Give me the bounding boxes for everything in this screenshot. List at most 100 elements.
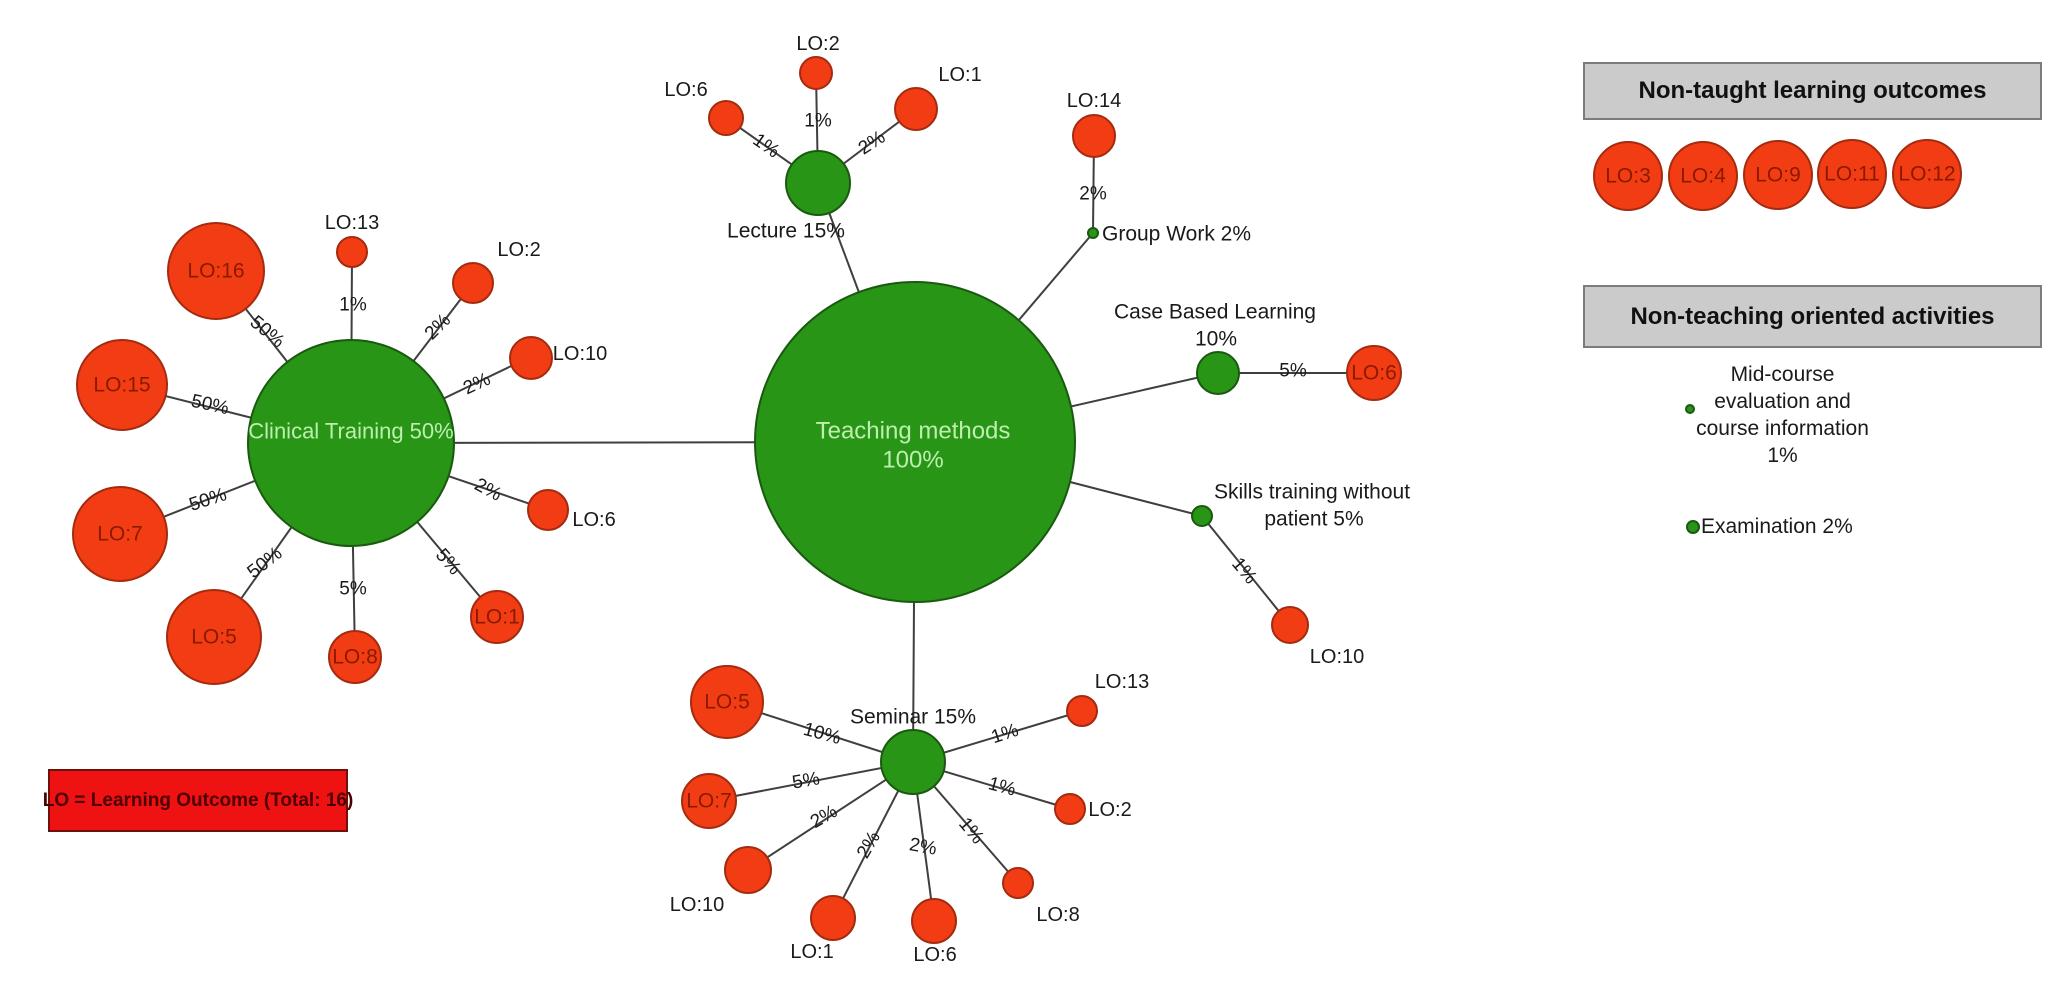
- edge-percent: 2%: [908, 834, 939, 859]
- node-inner-label-clinical-lo15: LO:15: [93, 374, 150, 397]
- edge-percent: 2%: [460, 369, 494, 400]
- node-clinical-lo15: [76, 339, 168, 431]
- node-label: LO:1: [790, 941, 833, 963]
- node-lecture-lo2: [799, 56, 833, 90]
- cbl-title: Case Based Learning: [1114, 301, 1316, 324]
- edge-line: [708, 761, 914, 802]
- node-clinical-lo1: [470, 590, 524, 644]
- seminar-title: Seminar 15%: [850, 706, 976, 729]
- node-cbl-lo6: [1346, 345, 1402, 401]
- teaching-methods-percent: 100%: [882, 447, 943, 474]
- node-label: LO:14: [1067, 90, 1121, 112]
- node-label: LO:13: [325, 212, 379, 234]
- clinical-training-title: Clinical Training 50%: [248, 419, 453, 444]
- node-seminar-lo5: [690, 665, 764, 739]
- node-inner-label-clinical-lo5: LO:5: [191, 626, 237, 649]
- edge-percent: 50%: [244, 543, 287, 583]
- node-case-based-learning: [1196, 351, 1240, 395]
- node-inner-label-seminar-lo5: LO:5: [704, 691, 750, 714]
- group-work-title: Group Work 2%: [1102, 223, 1251, 246]
- edge-percent: 50%: [189, 391, 231, 419]
- lo-definition-legend: LO = Learning Outcome (Total: 16): [43, 769, 353, 832]
- node-inner-label-clinical-lo7: LO:7: [97, 523, 143, 546]
- node-nontaught-lo3: [1593, 141, 1663, 211]
- node-label: LO:10: [670, 894, 724, 916]
- mid-course-line-3: course information: [1696, 417, 1869, 440]
- edge-percent: 2%: [853, 828, 885, 862]
- node-lecture-lo6: [708, 100, 744, 136]
- node-nontaught-lo12: [1892, 139, 1962, 209]
- node-nontaught-lo4: [1668, 141, 1738, 211]
- node-inner-label-nontaught-lo12: LO:12: [1898, 163, 1955, 186]
- edge-percent: 10%: [801, 719, 843, 749]
- node-clinical-lo10: [509, 336, 553, 380]
- edge-percent: 1%: [989, 720, 1022, 748]
- edge-percent: 50%: [187, 484, 230, 516]
- node-mid-course-dot: [1685, 404, 1695, 414]
- node-clinical-lo16: [167, 222, 265, 320]
- node-label: LO:6: [913, 944, 956, 966]
- edge-percent: 5%: [1279, 361, 1307, 382]
- edge-percent: 2%: [855, 127, 890, 160]
- edge-percent: 1%: [749, 130, 784, 163]
- node-label: LO:10: [553, 343, 607, 365]
- node-clinical-lo2: [452, 262, 494, 304]
- node-examination-dot: [1686, 520, 1700, 534]
- edge-percent: 1%: [986, 773, 1018, 800]
- node-nontaught-lo11: [1817, 139, 1887, 209]
- edge-percent: 1%: [804, 111, 832, 132]
- edge-line: [1201, 515, 1291, 626]
- node-groupwork-lo14: [1072, 114, 1116, 158]
- edge-percent: 2%: [1079, 184, 1107, 205]
- node-label: LO:2: [796, 33, 839, 55]
- mid-course-line-4: 1%: [1767, 444, 1798, 467]
- node-teaching-methods: [754, 281, 1076, 603]
- edge-percent: 1%: [339, 295, 367, 316]
- edge-percent: 5%: [791, 768, 822, 793]
- non-taught-outcomes-header: Non-taught learning outcomes: [1583, 62, 2042, 120]
- node-skills-training: [1191, 505, 1213, 527]
- node-seminar-lo7: [681, 773, 737, 829]
- node-seminar-lo2: [1054, 793, 1086, 825]
- node-inner-label-clinical-lo1: LO:1: [474, 606, 520, 629]
- node-clinical-training: [247, 339, 455, 547]
- node-skills-lo10: [1271, 606, 1309, 644]
- node-inner-label-nontaught-lo11: LO:11: [1824, 163, 1880, 186]
- node-nontaught-lo9: [1743, 140, 1813, 210]
- examination-label: Examination 2%: [1701, 515, 1853, 538]
- edge-percent: 2%: [421, 310, 455, 344]
- node-seminar: [880, 729, 946, 795]
- node-seminar-lo1: [810, 895, 856, 941]
- node-label: LO:6: [664, 79, 707, 101]
- node-clinical-lo7: [72, 486, 168, 582]
- node-label: LO:1: [938, 64, 981, 86]
- node-seminar-lo13: [1066, 695, 1098, 727]
- node-label: LO:6: [572, 509, 615, 531]
- node-inner-label-clinical-lo8: LO:8: [332, 646, 378, 669]
- node-inner-label-seminar-lo7: LO:7: [686, 790, 732, 813]
- node-inner-label-nontaught-lo4: LO:4: [1680, 165, 1726, 188]
- node-inner-label-cbl-lo6: LO:6: [1351, 362, 1397, 385]
- node-inner-label-clinical-lo16: LO:16: [187, 260, 244, 283]
- edge-percent: 5%: [339, 579, 367, 600]
- node-clinical-lo8: [328, 630, 382, 684]
- node-seminar-lo8: [1002, 867, 1034, 899]
- edge-percent: 2%: [471, 474, 505, 505]
- skills-title-line1: Skills training without: [1214, 481, 1410, 504]
- node-label: LO:13: [1095, 671, 1149, 693]
- node-group-work: [1087, 227, 1099, 239]
- node-inner-label-nontaught-lo3: LO:3: [1605, 165, 1651, 188]
- node-lecture-lo1: [894, 87, 938, 131]
- lecture-title: Lecture 15%: [727, 220, 845, 243]
- cbl-percent: 10%: [1195, 328, 1237, 351]
- node-label: LO:2: [1088, 799, 1131, 821]
- node-label: LO:8: [1036, 904, 1079, 926]
- node-label: LO:10: [1310, 646, 1364, 668]
- teaching-methods-title: Teaching methods: [816, 418, 1011, 445]
- non-teaching-activities-header: Non-teaching oriented activities: [1583, 285, 2042, 348]
- node-inner-label-nontaught-lo9: LO:9: [1755, 164, 1801, 187]
- node-lecture: [785, 150, 851, 216]
- node-label: LO:2: [497, 239, 540, 261]
